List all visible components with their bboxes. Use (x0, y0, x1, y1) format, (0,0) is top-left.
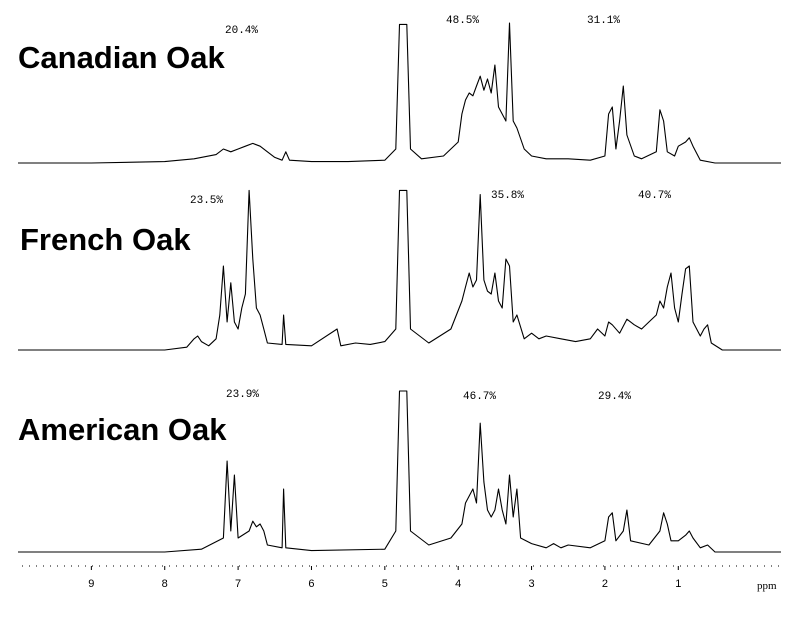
panel-title: American Oak (18, 412, 227, 447)
spectrum (18, 22, 781, 164)
spectrum (18, 189, 781, 351)
x-tick-label: 1 (675, 578, 681, 590)
region-percent: 35.8% (491, 190, 524, 202)
x-tick-label: 7 (235, 578, 241, 590)
x-tick-label: 4 (455, 578, 461, 590)
region-percent: 23.9% (226, 389, 259, 401)
panel-title: French Oak (20, 222, 191, 257)
region-percent: 40.7% (638, 190, 671, 202)
x-tick-label: 5 (382, 578, 388, 590)
region-percent: 48.5% (446, 15, 479, 27)
region-percent: 29.4% (598, 391, 631, 403)
x-tick-label: 2 (602, 578, 608, 590)
spectrum (18, 390, 781, 553)
x-tick-label: 9 (88, 578, 94, 590)
region-percent: 23.5% (190, 195, 223, 207)
panel-title: Canadian Oak (18, 40, 225, 75)
region-percent: 31.1% (587, 15, 620, 27)
x-tick-label: 3 (528, 578, 534, 590)
x-tick-label: 6 (308, 578, 314, 590)
region-percent: 46.7% (463, 391, 496, 403)
region-percent: 20.4% (225, 25, 258, 37)
x-tick-label: 8 (162, 578, 168, 590)
x-axis-label: ppm (757, 580, 777, 592)
